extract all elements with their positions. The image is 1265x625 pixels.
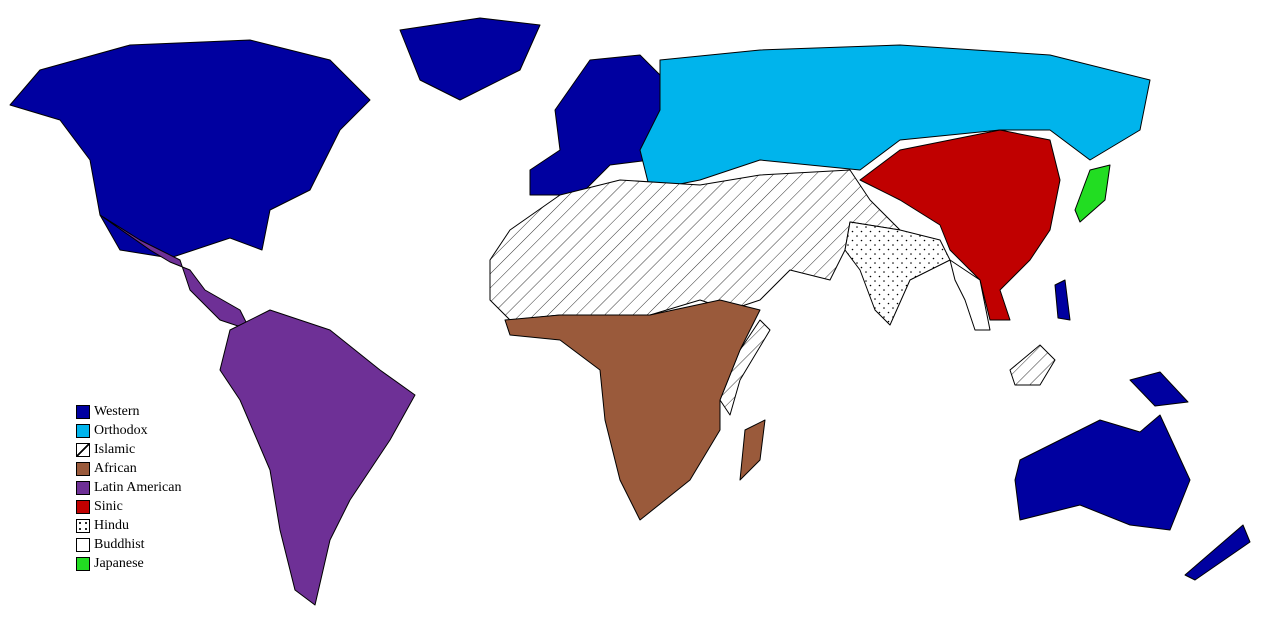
sub-saharan-africa [504,299,761,521]
legend-item-sinic: Sinic [76,497,181,516]
swatch-buddhist [76,537,90,552]
region-japanese [1074,164,1111,223]
legend-item-african: African [76,459,181,478]
region-islamic [489,169,1056,416]
madagascar [739,419,766,481]
legend-item-buddhist: Buddhist [76,535,181,554]
swatch-sinic [76,499,90,514]
north-america [9,39,371,259]
australia [1014,414,1191,531]
swatch-latin-american [76,480,90,495]
greenland [399,17,541,101]
china [859,129,1061,321]
philippines [1054,279,1071,321]
europe [529,54,666,196]
swatch-western [76,404,90,419]
legend-item-hindu: Hindu [76,516,181,535]
region-hindu [844,221,951,326]
india [844,221,951,326]
legend-item-latin-american: Latin American [76,478,181,497]
legend-item-orthodox: Orthodox [76,421,181,440]
legend-item-western: Western [76,402,181,421]
swatch-orthodox [76,423,90,438]
swatch-hindu [76,518,90,533]
papua [1129,371,1189,407]
legend-item-islamic: Islamic [76,440,181,459]
new-zealand [1184,524,1251,581]
region-buddhist [949,259,991,331]
south-america [219,309,416,606]
southeast-asia [949,259,991,331]
region-sinic [859,129,1061,321]
central-america [99,214,251,331]
region-western [9,17,1251,581]
swatch-african [76,461,90,476]
region-african [504,299,766,521]
swatch-japanese [76,556,90,571]
indonesia [1009,344,1056,386]
japan [1074,164,1111,223]
map-legend: Western Orthodox Islamic African Latin A… [76,402,181,573]
swatch-islamic [76,442,90,457]
legend-item-japanese: Japanese [76,554,181,573]
region-latin-american [99,214,416,606]
